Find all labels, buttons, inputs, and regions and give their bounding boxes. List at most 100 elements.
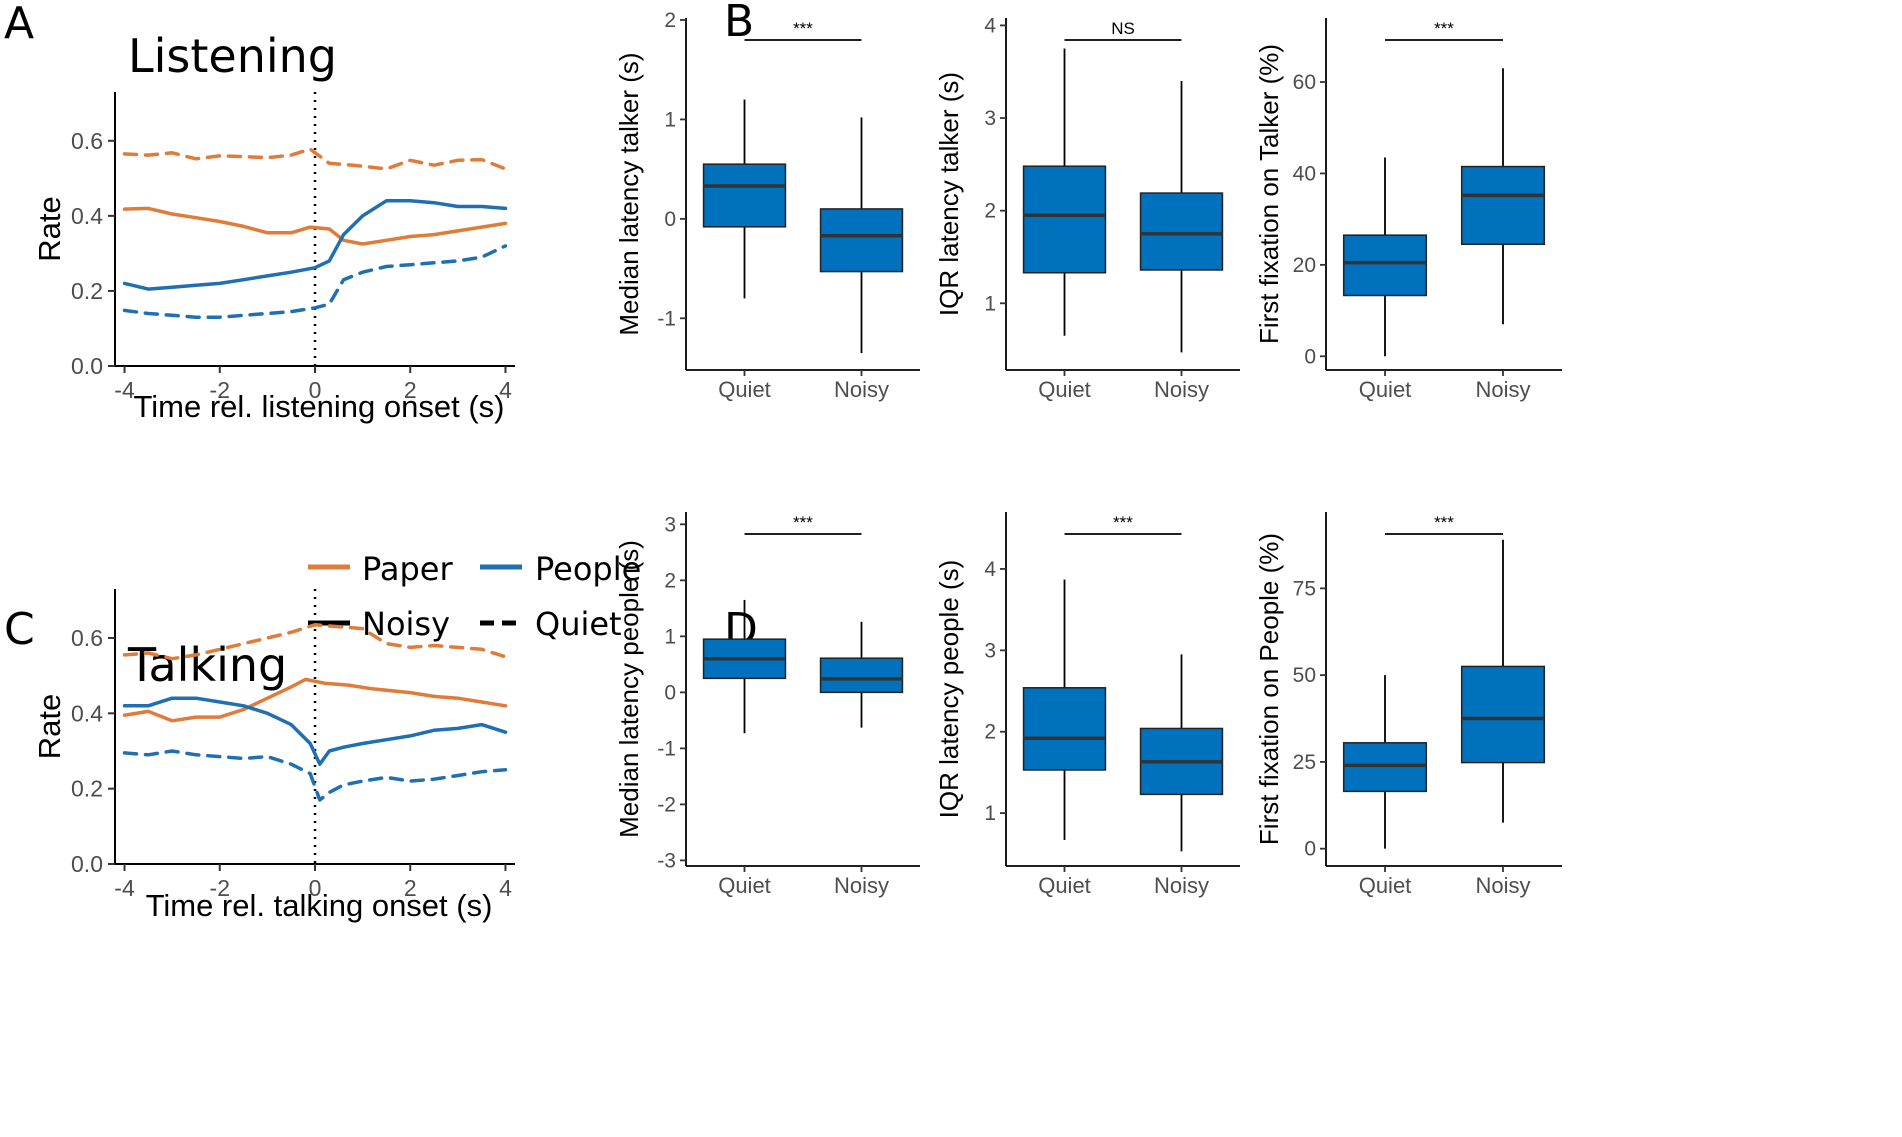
x-tick-label: 4 bbox=[499, 377, 512, 403]
iqr-latency-talker-boxplot: 1 2 3 4 Quiet Noisy IQR latency talker (s) NS bbox=[934, 14, 1240, 402]
x-tick-label: -4 bbox=[114, 377, 135, 403]
y-tick-label: 0.6 bbox=[71, 128, 103, 154]
listening-title: Listening bbox=[128, 29, 337, 83]
y-axis-label: Rate bbox=[32, 694, 67, 759]
series-people-noisy bbox=[122, 199, 508, 291]
box-quiet bbox=[1022, 687, 1107, 771]
y-tick-label: 0.0 bbox=[71, 851, 103, 877]
x-tick-label-noisy: Noisy bbox=[1475, 873, 1530, 898]
x-tick-label-noisy: Noisy bbox=[834, 873, 889, 898]
x-tick-label: 0 bbox=[309, 875, 322, 901]
y-tick-label: 2 bbox=[664, 569, 676, 592]
significance-label: NS bbox=[1111, 19, 1135, 38]
significance-label: *** bbox=[1434, 513, 1454, 532]
y-tick-label: 0.2 bbox=[71, 278, 103, 304]
box-quiet bbox=[1342, 234, 1428, 297]
x-tick-label-noisy: Noisy bbox=[1154, 873, 1209, 898]
x-tick-label-quiet: Quiet bbox=[1038, 873, 1091, 898]
x-tick-label: 2 bbox=[404, 875, 417, 901]
y-tick-label: 50 bbox=[1293, 664, 1316, 687]
y-tick-label: -1 bbox=[657, 737, 676, 760]
y-axis-label: Rate bbox=[32, 196, 67, 261]
significance-label: *** bbox=[1113, 513, 1133, 532]
iqr-latency-people-boxplot: 1 2 3 4 Quiet Noisy IQR latency people (s) *** bbox=[934, 512, 1240, 898]
box-noisy bbox=[1139, 192, 1224, 271]
y-tick-label: 0 bbox=[664, 208, 676, 231]
legend: Paper People Noisy Quiet bbox=[308, 550, 641, 643]
y-tick-label: 1 bbox=[664, 625, 676, 648]
y-axis-label: IQR latency people (s) bbox=[934, 560, 964, 819]
x-tick-label: -2 bbox=[210, 875, 230, 901]
median-latency-people-boxplot: -3 -2 -1 0 1 2 3 Quiet Noisy Median latency peopl… bbox=[614, 512, 920, 898]
talking-title: Talking bbox=[127, 638, 287, 692]
x-tick-label: 4 bbox=[499, 875, 512, 901]
significance-label: *** bbox=[793, 513, 813, 532]
y-tick-label: 1 bbox=[984, 292, 996, 315]
first-fixation-talker-boxplot: 0 20 40 60 Quiet Noisy First fixation on Talke… bbox=[1254, 18, 1562, 402]
median-latency-talker-boxplot: -1 0 1 2 Quiet Noisy Median latency talker (s)… bbox=[614, 9, 920, 402]
y-tick-label: 0.4 bbox=[71, 203, 103, 229]
box-quiet bbox=[702, 163, 787, 228]
y-tick-label: 0 bbox=[1304, 345, 1316, 368]
x-tick-label: -2 bbox=[210, 377, 230, 403]
series-paper-quiet bbox=[122, 623, 508, 661]
y-tick-label: 75 bbox=[1293, 577, 1316, 600]
y-tick-label: 3 bbox=[984, 107, 996, 130]
box-quiet bbox=[1022, 165, 1107, 274]
box-noisy bbox=[1460, 665, 1546, 764]
series-people-quiet bbox=[122, 749, 508, 802]
x-tick-label-quiet: Quiet bbox=[1359, 873, 1412, 898]
y-tick-label: 40 bbox=[1293, 162, 1316, 185]
box-noisy bbox=[1460, 165, 1546, 246]
y-tick-label: -3 bbox=[657, 849, 676, 872]
series-paper-noisy bbox=[122, 206, 508, 246]
y-tick-label: 2 bbox=[984, 200, 996, 223]
x-axis-label: Time rel. talking onset (s) bbox=[146, 888, 493, 923]
series-people-quiet bbox=[122, 244, 508, 319]
y-tick-label: 2 bbox=[984, 721, 996, 744]
y-axis-label: First fixation on Talker (%) bbox=[1254, 44, 1284, 344]
y-tick-label: -2 bbox=[657, 793, 676, 816]
y-axis-label: Median latency people (s) bbox=[614, 540, 644, 838]
x-tick-label-quiet: Quiet bbox=[718, 873, 771, 898]
significance-label: *** bbox=[1434, 19, 1454, 38]
x-tick-label-quiet: Quiet bbox=[718, 377, 771, 402]
box-noisy bbox=[819, 657, 904, 694]
x-tick-label-noisy: Noisy bbox=[1475, 377, 1530, 402]
y-tick-label: 0.4 bbox=[71, 700, 103, 726]
y-tick-label: 3 bbox=[984, 639, 996, 662]
y-tick-label: 1 bbox=[984, 802, 996, 825]
y-tick-label: 0.0 bbox=[71, 353, 103, 379]
series-paper-noisy bbox=[122, 677, 508, 723]
first-fixation-people-boxplot: 0 25 50 75 Quiet Noisy First fixation on Peopl… bbox=[1254, 512, 1562, 898]
y-tick-label: 4 bbox=[984, 558, 996, 581]
y-axis-label: Median latency talker (s) bbox=[614, 52, 644, 335]
y-tick-label: 4 bbox=[984, 14, 996, 37]
x-tick-label: 0 bbox=[309, 377, 322, 403]
x-tick-label: 2 bbox=[404, 377, 417, 403]
x-tick-label: -4 bbox=[114, 875, 135, 901]
y-axis-label: First fixation on People (%) bbox=[1254, 533, 1284, 845]
legend-quiet-label: Quiet bbox=[535, 605, 622, 643]
x-tick-label-quiet: Quiet bbox=[1359, 377, 1412, 402]
panel-label-c: C bbox=[4, 604, 35, 655]
legend-paper-label: Paper bbox=[362, 550, 453, 588]
listening-line-chart: -4 -2 0 2 4 0.0 0.2 0.4 0.6 Time rel. listening o… bbox=[32, 92, 515, 424]
box-noisy bbox=[819, 208, 904, 273]
y-tick-label: 20 bbox=[1293, 254, 1316, 277]
legend-people-label: People bbox=[535, 550, 641, 588]
y-tick-label: 2 bbox=[664, 9, 676, 32]
x-tick-label-quiet: Quiet bbox=[1038, 377, 1091, 402]
x-axis-label: Time rel. listening onset (s) bbox=[134, 389, 505, 424]
panel-label-a: A bbox=[4, 0, 34, 49]
y-tick-label: 0 bbox=[664, 681, 676, 704]
y-tick-label: 60 bbox=[1293, 71, 1316, 94]
y-tick-label: -1 bbox=[657, 307, 676, 330]
x-tick-label-noisy: Noisy bbox=[834, 377, 889, 402]
y-tick-label: 25 bbox=[1293, 751, 1316, 774]
significance-label: *** bbox=[793, 19, 813, 38]
y-tick-label: 0.2 bbox=[71, 776, 103, 802]
series-paper-quiet bbox=[122, 147, 508, 171]
y-tick-label: 0.6 bbox=[71, 625, 103, 651]
